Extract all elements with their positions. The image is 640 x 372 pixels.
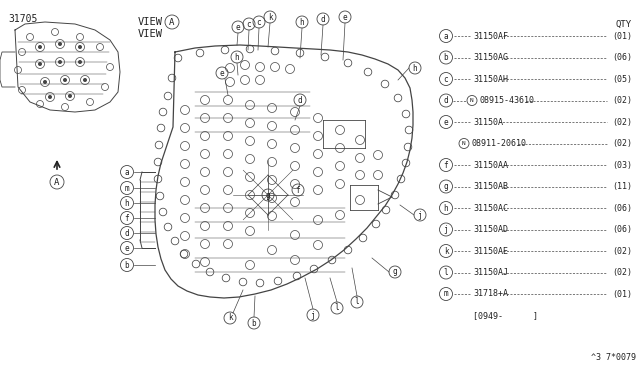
Circle shape xyxy=(48,95,52,99)
Text: (06): (06) xyxy=(612,225,632,234)
Text: 08915-43610: 08915-43610 xyxy=(479,96,534,105)
Text: A: A xyxy=(54,177,60,186)
Circle shape xyxy=(58,60,62,64)
Text: ^3 7*0079: ^3 7*0079 xyxy=(591,353,636,362)
Text: a: a xyxy=(125,167,129,176)
Text: a: a xyxy=(444,32,448,41)
Text: 31705: 31705 xyxy=(8,14,37,24)
Text: k: k xyxy=(268,13,272,22)
Circle shape xyxy=(43,80,47,84)
Text: e: e xyxy=(220,68,224,77)
Text: (02): (02) xyxy=(612,247,632,256)
Text: g: g xyxy=(393,267,397,276)
Text: b: b xyxy=(252,318,256,327)
Text: b: b xyxy=(125,260,129,269)
Text: QTY: QTY xyxy=(616,20,632,29)
Text: VIEW: VIEW xyxy=(138,29,163,39)
Text: m: m xyxy=(444,289,448,298)
Text: l: l xyxy=(335,304,339,312)
Circle shape xyxy=(83,78,87,82)
Text: N: N xyxy=(470,98,474,103)
Text: e: e xyxy=(236,22,240,32)
Text: 31150AA: 31150AA xyxy=(473,160,508,170)
Text: e: e xyxy=(342,13,348,22)
Circle shape xyxy=(63,78,67,82)
Text: 31150AC: 31150AC xyxy=(473,203,508,212)
Text: l: l xyxy=(355,298,359,307)
Text: (02): (02) xyxy=(612,118,632,126)
Text: f: f xyxy=(444,160,448,170)
Text: (02): (02) xyxy=(612,268,632,277)
Text: 31150AJ: 31150AJ xyxy=(473,268,508,277)
Text: j: j xyxy=(444,225,448,234)
Text: 31150A: 31150A xyxy=(473,118,503,126)
Text: (02): (02) xyxy=(612,139,632,148)
Text: d: d xyxy=(444,96,448,105)
Circle shape xyxy=(78,60,82,64)
Text: k: k xyxy=(444,247,448,256)
Text: 31150AB: 31150AB xyxy=(473,182,508,191)
Text: g: g xyxy=(444,182,448,191)
Text: k: k xyxy=(228,314,232,323)
Text: c: c xyxy=(444,74,448,83)
Text: 08911-20610: 08911-20610 xyxy=(471,139,526,148)
Circle shape xyxy=(38,62,42,66)
Text: 31150AF: 31150AF xyxy=(473,32,508,41)
Text: g: g xyxy=(266,190,270,199)
Text: f: f xyxy=(125,214,129,222)
Text: c: c xyxy=(257,17,261,26)
Text: d: d xyxy=(321,15,325,23)
Text: [0949-      ]: [0949- ] xyxy=(473,311,538,320)
Text: j: j xyxy=(418,211,422,219)
Text: 31150AD: 31150AD xyxy=(473,225,508,234)
Text: e: e xyxy=(125,244,129,253)
Text: (06): (06) xyxy=(612,53,632,62)
Text: h: h xyxy=(300,17,304,26)
Text: A: A xyxy=(170,17,175,26)
Circle shape xyxy=(68,94,72,98)
Circle shape xyxy=(38,45,42,49)
Circle shape xyxy=(58,42,62,46)
Text: (01): (01) xyxy=(612,289,632,298)
Text: N: N xyxy=(462,141,466,146)
Text: j: j xyxy=(310,311,316,320)
Text: h: h xyxy=(235,52,239,61)
Text: b: b xyxy=(444,53,448,62)
Text: 31150AG: 31150AG xyxy=(473,53,508,62)
Text: f: f xyxy=(296,186,300,195)
Text: (01): (01) xyxy=(612,32,632,41)
Text: e: e xyxy=(444,118,448,126)
Text: m: m xyxy=(125,183,129,192)
Circle shape xyxy=(78,45,82,49)
Text: l: l xyxy=(444,268,448,277)
Text: 31150AH: 31150AH xyxy=(473,74,508,83)
Text: d: d xyxy=(298,96,302,105)
Text: d: d xyxy=(125,228,129,237)
Text: h: h xyxy=(444,203,448,212)
Text: h: h xyxy=(125,199,129,208)
Text: (11): (11) xyxy=(612,182,632,191)
Text: (05): (05) xyxy=(612,74,632,83)
Text: (06): (06) xyxy=(612,203,632,212)
Text: (02): (02) xyxy=(612,96,632,105)
Text: 31718+A: 31718+A xyxy=(473,289,508,298)
Text: VIEW: VIEW xyxy=(138,17,163,27)
Text: c: c xyxy=(246,19,252,29)
Text: 31150AE: 31150AE xyxy=(473,247,508,256)
Text: h: h xyxy=(413,64,417,73)
Text: (03): (03) xyxy=(612,160,632,170)
